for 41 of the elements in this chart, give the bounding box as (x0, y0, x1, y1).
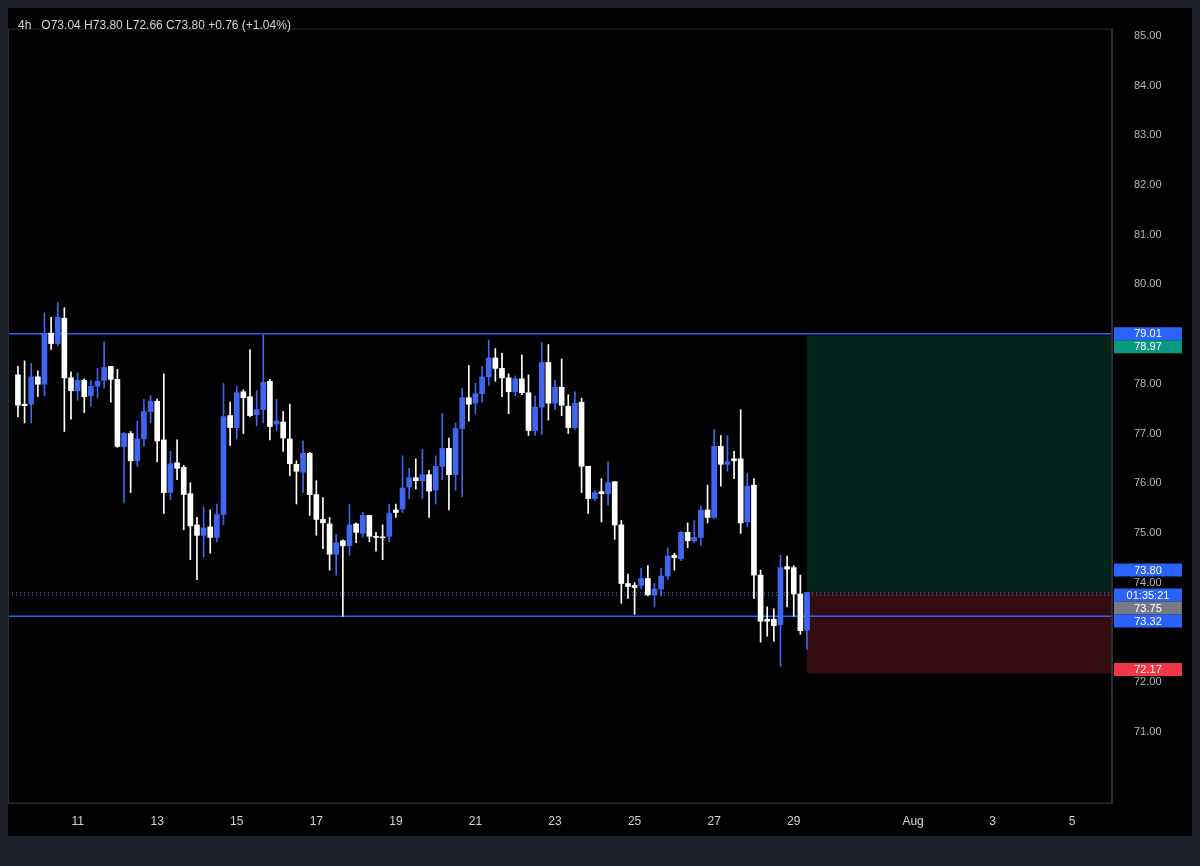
candlestick (340, 539, 346, 617)
x-tick-label: 23 (548, 814, 563, 829)
y-tick-label: 75.00 (1134, 525, 1162, 538)
ref-line-label: 73.75 (1134, 601, 1162, 614)
y-tick-label: 81.00 (1134, 227, 1162, 240)
y-tick-label: 74.00 (1134, 575, 1162, 588)
ref-line-label: 73.80 (1134, 563, 1162, 576)
x-tick-label: 19 (389, 814, 403, 829)
y-tick-label: 82.00 (1134, 178, 1162, 191)
x-tick-label: 13 (150, 814, 165, 829)
y-tick-label: 83.00 (1134, 128, 1162, 141)
x-tick-label: 3 (989, 814, 997, 829)
text: 01:35:21 (1126, 588, 1170, 601)
x-tick-label: 15 (230, 814, 244, 829)
candlestick (121, 432, 127, 504)
x-tick-label: 11 (71, 814, 85, 829)
y-tick-label: 85.00 (1134, 29, 1162, 42)
x-tick-label: 17 (309, 814, 324, 829)
candlestick (466, 365, 472, 422)
x-tick-label: 21 (468, 814, 483, 829)
x-tick-label: 27 (707, 814, 722, 829)
y-tick-label: 76.00 (1134, 476, 1162, 489)
ref-line-label: 79.01 (1134, 327, 1162, 340)
y-tick-label: 84.00 (1134, 78, 1162, 91)
candlestick (412, 458, 419, 490)
candlestick (393, 503, 399, 518)
y-tick-label: 77.00 (1134, 426, 1162, 439)
y-tick-label: 72.00 (1134, 674, 1162, 687)
x-tick-label: 29 (787, 814, 801, 829)
y-tick-label: 78.00 (1134, 376, 1162, 389)
ref-line-label: 73.32 (1134, 614, 1162, 627)
chart-title: 4h (18, 18, 32, 32)
y-tick-label: 80.00 (1134, 277, 1162, 290)
chart-subtitle: O73.04 H73.80 L72.66 C73.80 +0.76 (+1.04%) (41, 18, 291, 32)
y-tick-label: 71.00 (1134, 724, 1162, 737)
candlestick (207, 509, 214, 554)
band-label: 72.17 (1134, 662, 1162, 675)
x-tick-label: 5 (1068, 814, 1076, 829)
x-tick-label: Aug (902, 814, 924, 829)
band-label: 78.97 (1134, 340, 1162, 353)
x-tick-label: 25 (627, 814, 642, 829)
